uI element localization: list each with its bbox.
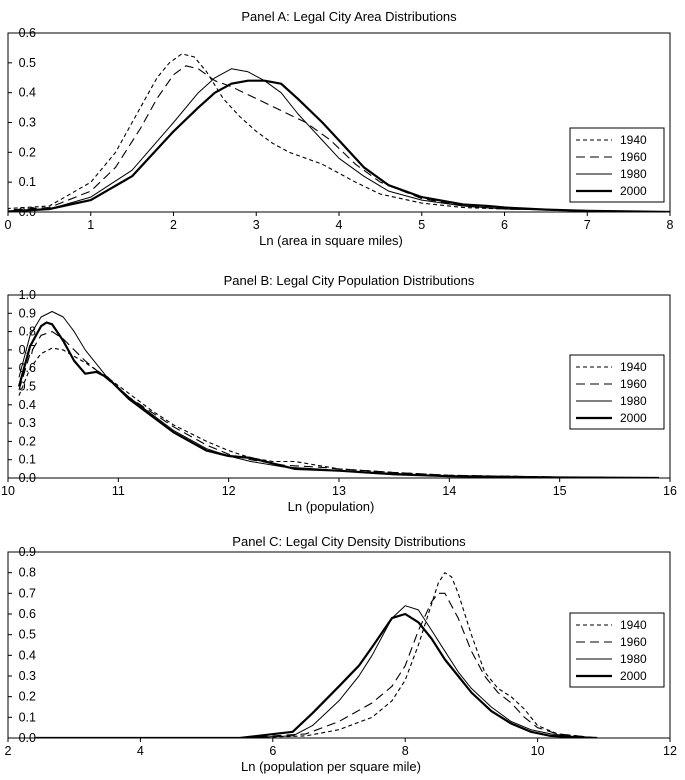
x-tick-label: 3 xyxy=(253,218,260,232)
x-tick-label: 8 xyxy=(402,744,409,758)
legend-label-2000: 2000 xyxy=(620,411,647,425)
panel-title: Panel A: Legal City Area Distributions xyxy=(241,9,457,24)
series-line-1960 xyxy=(18,331,660,478)
series-line-1980 xyxy=(8,68,670,212)
legend: 1940 1960 1980 2000 xyxy=(569,354,665,430)
legend-label-1960: 1960 xyxy=(620,150,647,164)
x-tick-label: 6 xyxy=(501,218,508,232)
y-tick-label: 0.0 xyxy=(19,205,36,219)
x-tick-label: 2 xyxy=(5,744,12,758)
y-tick-label: 0.5 xyxy=(19,628,36,642)
x-tick-label: 6 xyxy=(269,744,276,758)
legend-label-1980: 1980 xyxy=(620,652,647,666)
y-tick-label: 0.9 xyxy=(19,545,36,559)
x-tick-label: 15 xyxy=(553,484,567,498)
plot-frame xyxy=(7,551,671,739)
series-line-1960 xyxy=(8,65,670,212)
y-tick-label: 0.9 xyxy=(19,306,36,320)
legend: 1940 1960 1980 2000 xyxy=(569,127,665,203)
legend-label-1940: 1940 xyxy=(620,133,647,147)
x-tick-label: 8 xyxy=(667,218,674,232)
series-line-1960 xyxy=(34,592,598,738)
legend-label-1940: 1940 xyxy=(620,618,647,632)
x-tick-label: 0 xyxy=(5,218,12,232)
y-tick-label: 0.1 xyxy=(19,175,36,189)
x-tick-label: 1 xyxy=(87,218,94,232)
panel-a: Panel A: Legal City Area Distributions 0 1… xyxy=(5,9,674,248)
x-tick-label: 11 xyxy=(112,484,125,498)
y-tick-label: 0.7 xyxy=(19,586,36,600)
y-tick-label: 0.6 xyxy=(19,26,36,40)
y-tick-label: 0.2 xyxy=(19,145,36,159)
x-tick-label: 12 xyxy=(222,484,236,498)
legend-label-1960: 1960 xyxy=(620,635,647,649)
y-tick-label: 0.8 xyxy=(19,325,36,339)
x-tick-label: 2 xyxy=(170,218,177,232)
y-tick-label: 0.3 xyxy=(19,669,36,683)
series-line-1940 xyxy=(18,347,660,478)
series-line-1940 xyxy=(8,53,670,212)
x-tick-label: 16 xyxy=(663,484,677,498)
y-tick-label: 0.1 xyxy=(19,710,36,724)
panel-c: Panel C: Legal City Density Distribution… xyxy=(5,534,677,774)
panel-b: Panel B: Legal City Population Distribut… xyxy=(1,273,677,514)
legend: 1940 1960 1980 2000 xyxy=(569,612,665,688)
y-tick-label: 0.3 xyxy=(19,116,36,130)
y-tick-label: 1.0 xyxy=(19,288,36,302)
x-tick-label: 14 xyxy=(442,484,456,498)
x-tick-label: 7 xyxy=(584,218,591,232)
series-line-2000 xyxy=(34,612,598,738)
x-axis-title: Ln (population) xyxy=(288,499,375,514)
legend-label-1980: 1980 xyxy=(620,167,647,181)
y-tick-label: 0.0 xyxy=(19,731,36,745)
y-tick-label: 0.3 xyxy=(19,416,36,430)
legend-label-1940: 1940 xyxy=(620,360,647,374)
y-tick-label: 0.8 xyxy=(19,566,36,580)
series-line-1980 xyxy=(18,311,660,478)
y-tick-label: 0.2 xyxy=(19,434,36,448)
y-tick-label: 0.4 xyxy=(19,86,36,100)
series-line-1980 xyxy=(34,605,598,738)
x-tick-label: 10 xyxy=(1,484,15,498)
y-tick-label: 0.0 xyxy=(19,471,36,485)
panel-title: Panel C: Legal City Density Distribution… xyxy=(232,534,466,549)
y-tick-label: 0.5 xyxy=(19,380,36,394)
legend-label-2000: 2000 xyxy=(620,184,647,198)
y-tick-label: 0.6 xyxy=(19,607,36,621)
panel-title: Panel B: Legal City Population Distribut… xyxy=(224,273,475,288)
x-tick-label: 4 xyxy=(137,744,144,758)
series-line-2000 xyxy=(17,321,660,478)
y-tick-label: 0.7 xyxy=(19,343,36,357)
y-tick-label: 0.4 xyxy=(19,648,36,662)
y-tick-label: 0.1 xyxy=(19,453,36,467)
y-tick-label: 0.5 xyxy=(19,56,36,70)
legend-label-2000: 2000 xyxy=(620,669,647,683)
x-tick-label: 13 xyxy=(332,484,346,498)
x-axis-title: Ln (population per square mile) xyxy=(241,759,421,774)
x-tick-label: 10 xyxy=(531,744,545,758)
x-axis-title: Ln (area in square miles) xyxy=(259,233,403,248)
x-tick-label: 4 xyxy=(336,218,343,232)
legend-label-1960: 1960 xyxy=(620,377,647,391)
x-tick-label: 5 xyxy=(418,218,425,232)
series-line-1940 xyxy=(34,572,598,738)
series-line-2000 xyxy=(8,79,670,212)
y-tick-label: 0.2 xyxy=(19,690,36,704)
x-tick-label: 12 xyxy=(663,744,677,758)
y-tick-label: 0.4 xyxy=(19,398,36,412)
legend-label-1980: 1980 xyxy=(620,394,647,408)
